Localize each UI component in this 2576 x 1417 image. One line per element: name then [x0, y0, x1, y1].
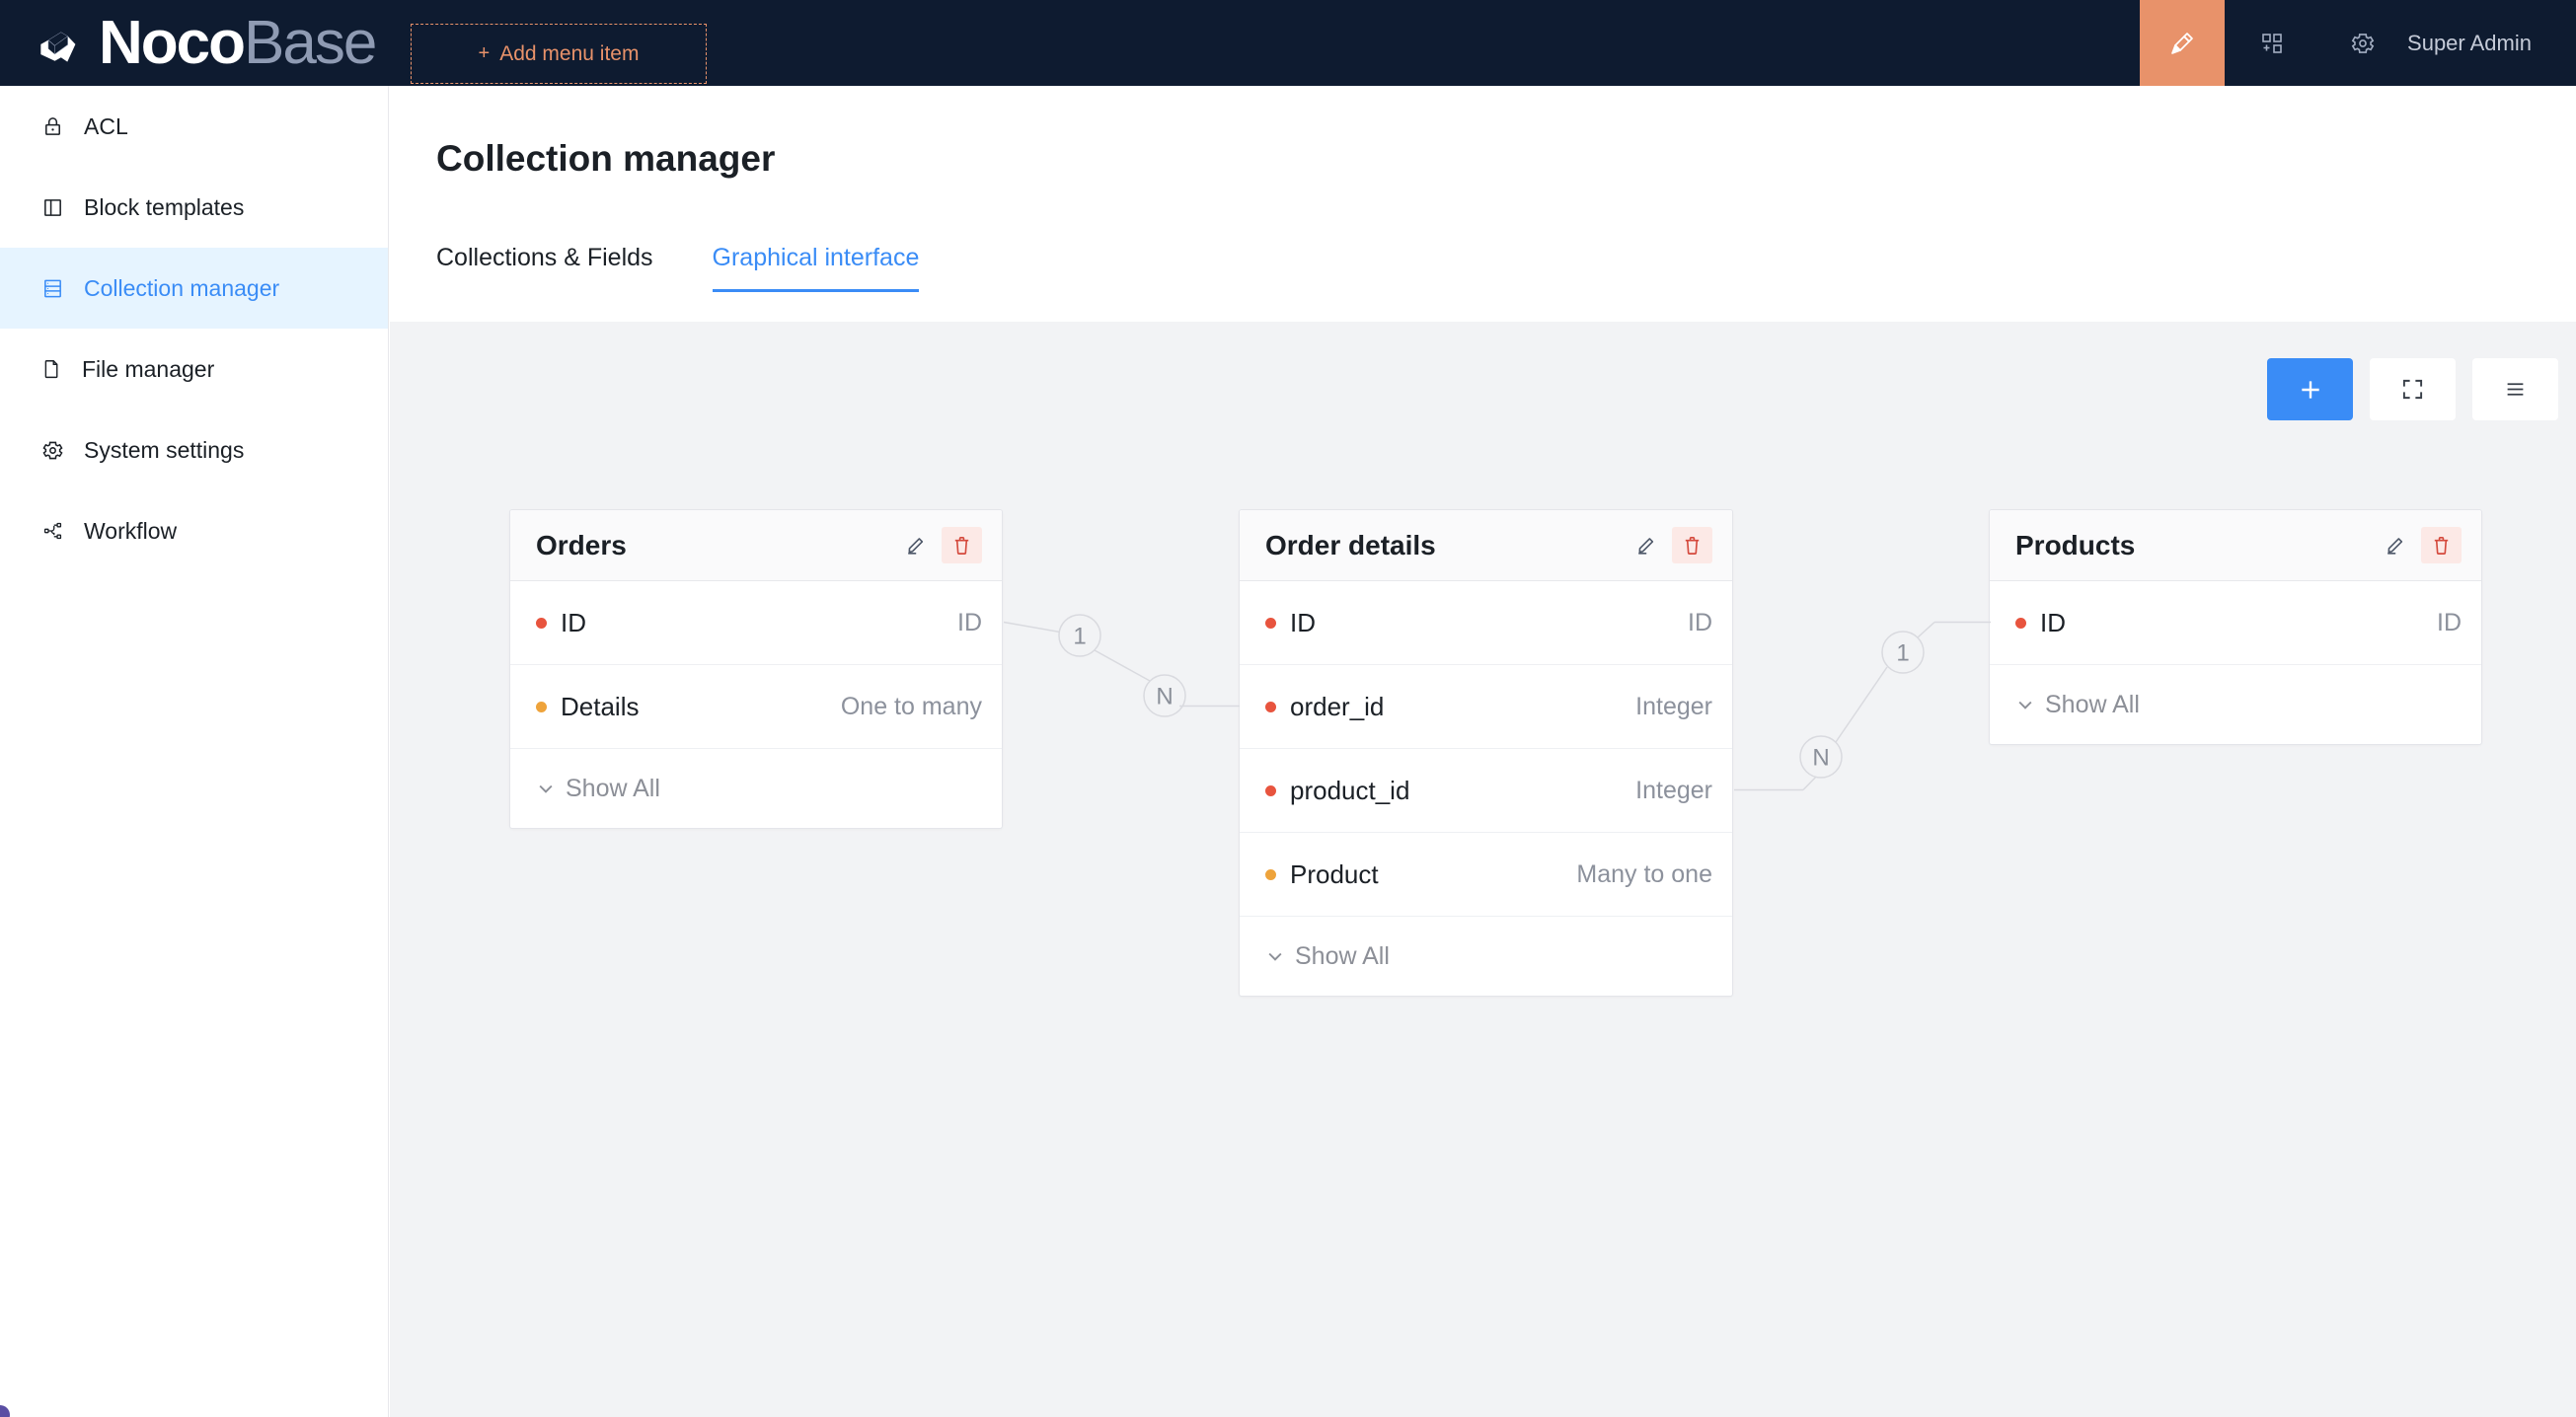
- svg-text:1: 1: [1896, 640, 1909, 667]
- svg-text:N: N: [1156, 684, 1173, 710]
- svg-text:1: 1: [1073, 624, 1086, 650]
- svg-text:N: N: [1812, 745, 1829, 772]
